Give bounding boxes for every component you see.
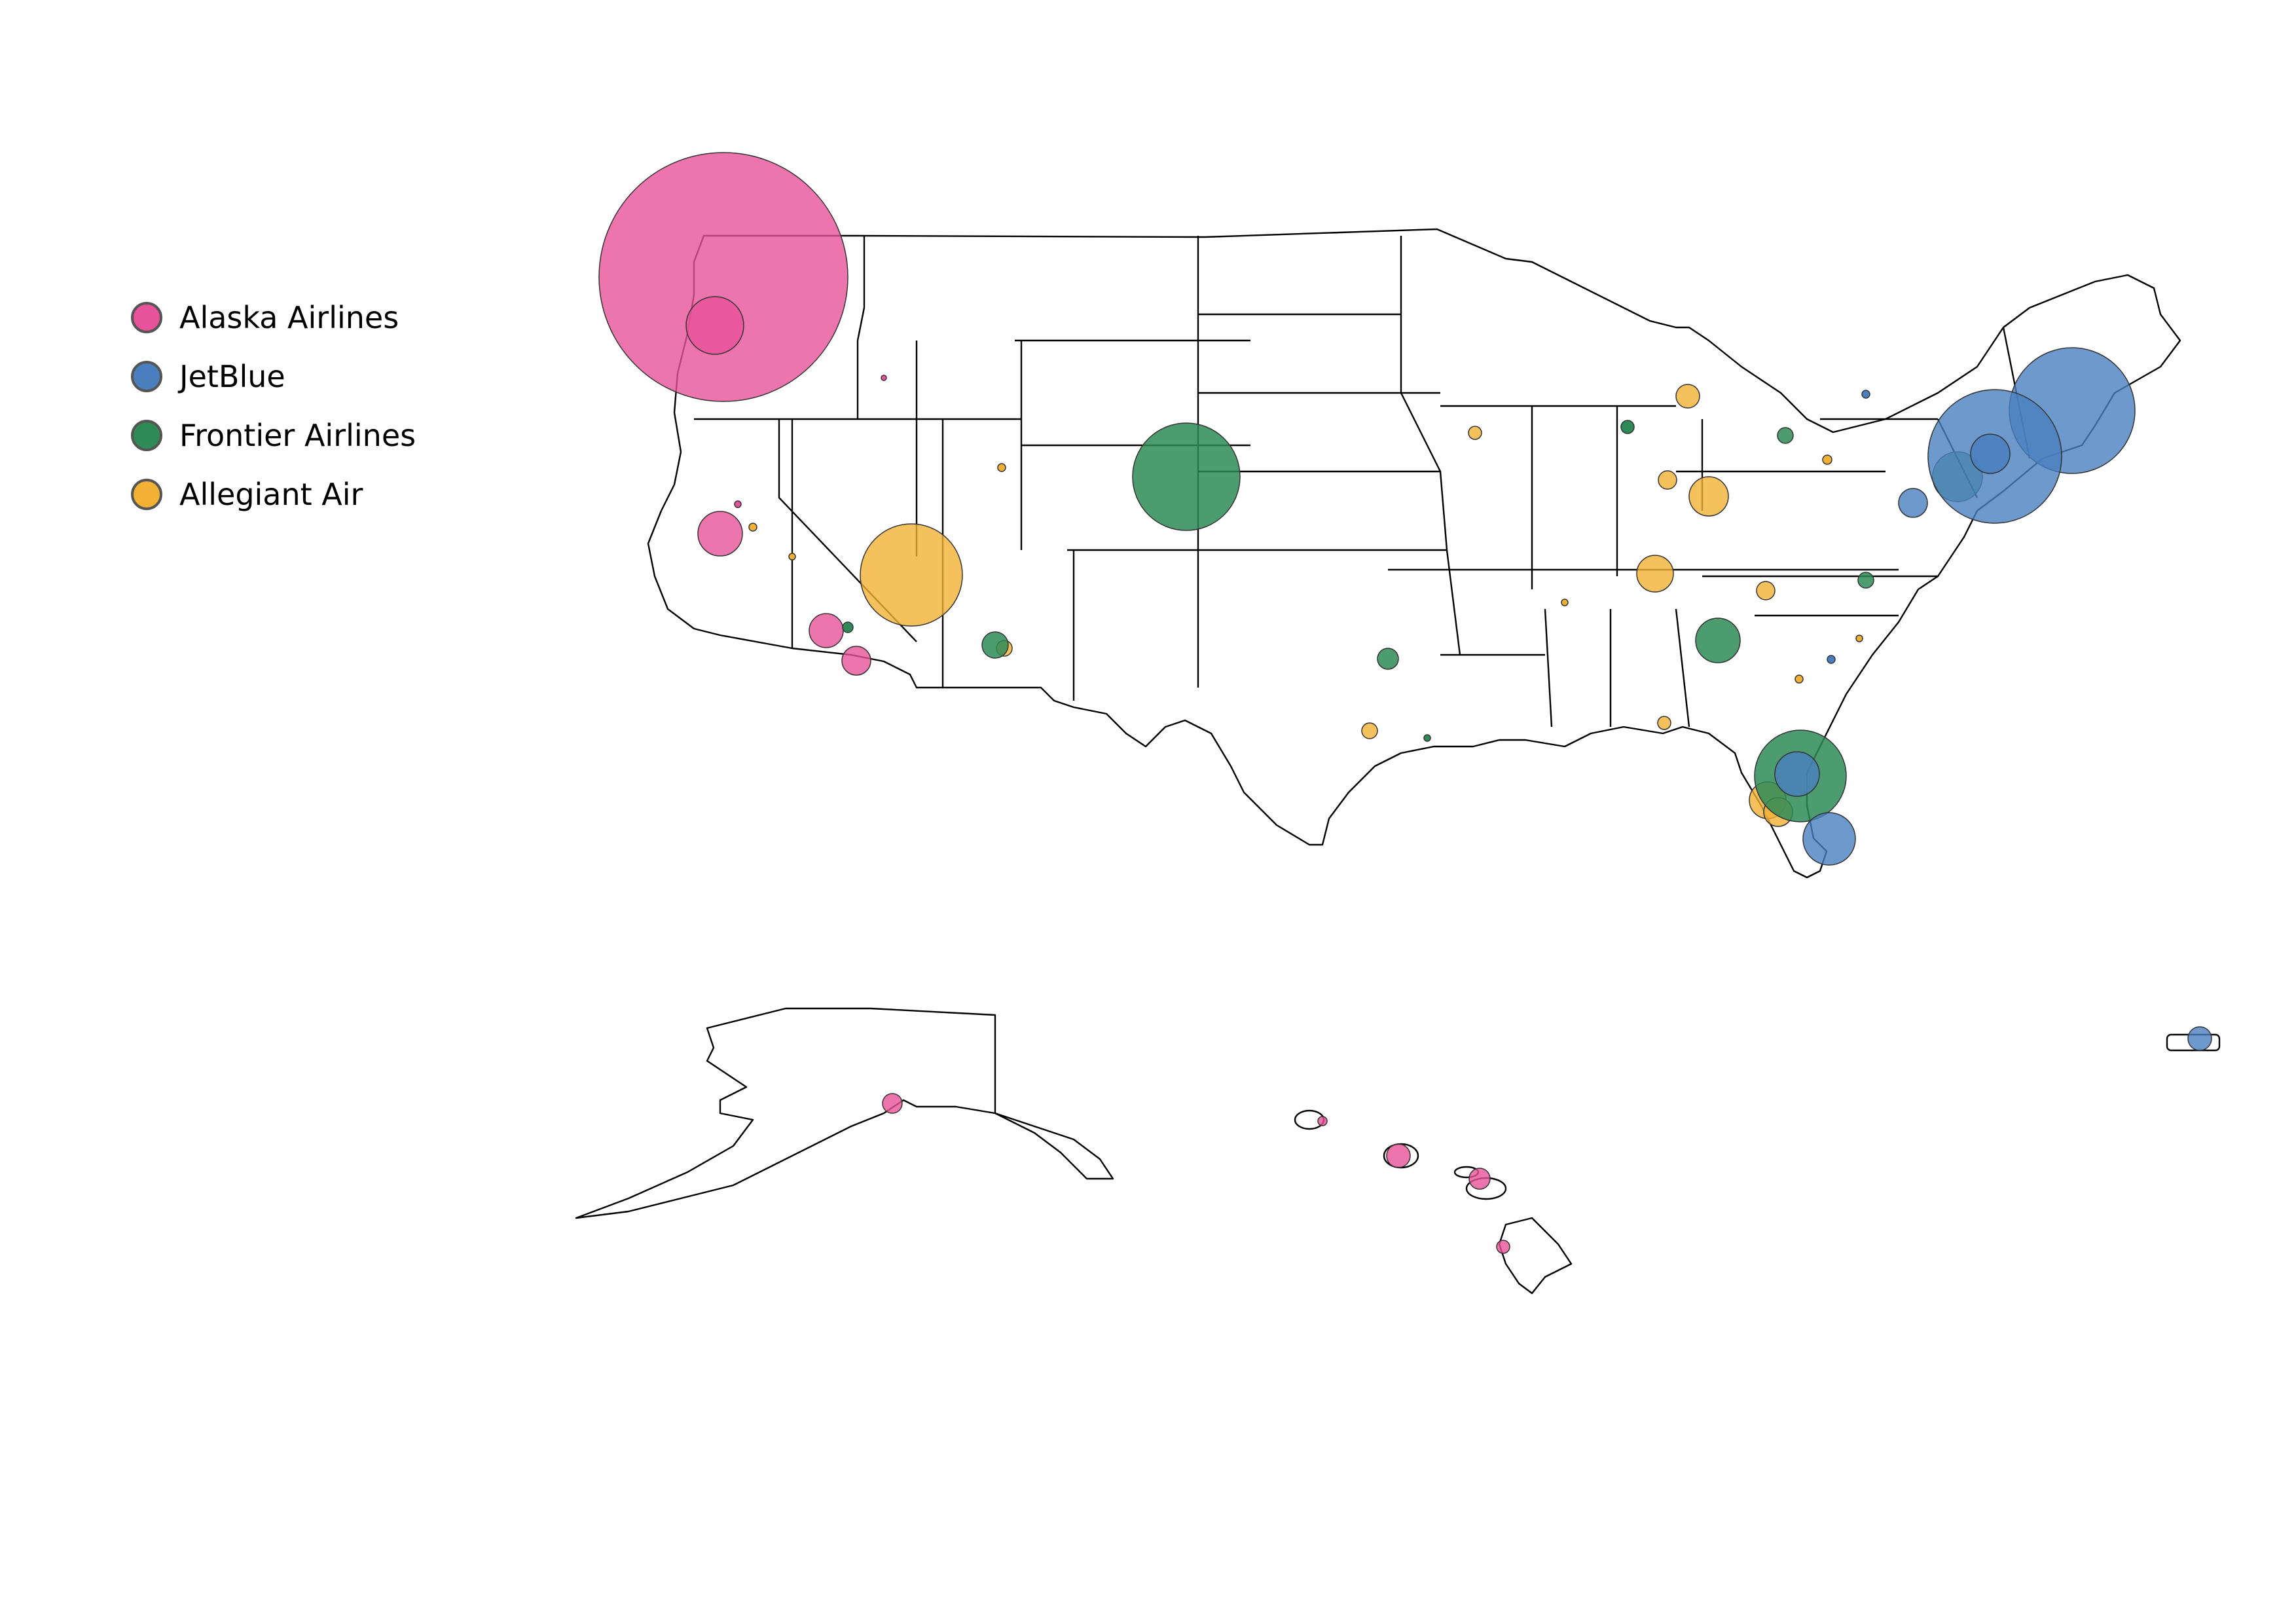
bubble-jetblue-washington xyxy=(1898,488,1928,518)
bubble-alaska-anchorage xyxy=(882,1093,903,1114)
bubble-jetblue-orlando xyxy=(1774,751,1820,797)
bubble-alaska-kauai xyxy=(1317,1116,1328,1126)
bubble-frontier-denver xyxy=(1132,422,1241,531)
bubble-small-7 xyxy=(1620,420,1635,434)
bubble-jetblue-ftlauderdale xyxy=(1802,812,1856,866)
bubble-alaska-sd xyxy=(841,646,871,676)
bubble-small-9 xyxy=(1822,454,1832,465)
legend-item-allegiant: Allegiant Air xyxy=(131,465,416,524)
bubble-alaska-la xyxy=(809,613,844,648)
bubble-small-11 xyxy=(1827,655,1836,664)
bubble-small-14 xyxy=(1855,635,1863,642)
legend-item-jetblue: JetBlue xyxy=(131,347,416,406)
bubble-allegiant-indy xyxy=(1658,470,1677,490)
bubble-small-5 xyxy=(997,463,1006,472)
legend-label-alaska: Alaska Airlines xyxy=(179,300,399,335)
bubble-frontier-raleigh xyxy=(1857,572,1874,589)
bubble-frontier-cleveland xyxy=(1777,427,1794,444)
bubble-jetblue-sanjuan xyxy=(2187,1026,2212,1051)
bubble-allegiant-nashville xyxy=(1688,476,1729,517)
bubble-allegiant-memphis xyxy=(1636,555,1674,593)
bubble-small-6 xyxy=(881,375,887,381)
bubble-allegiant-pensacola xyxy=(1657,716,1671,730)
bubble-allegiant-chicago xyxy=(1675,384,1700,409)
legend-item-frontier: Frontier Airlines xyxy=(131,406,416,465)
bubble-frontier-phoenix xyxy=(981,631,1009,659)
alaska-outline xyxy=(575,1007,1114,1219)
bubble-small-10 xyxy=(1795,674,1804,684)
hawaii-outline xyxy=(1294,1109,1573,1295)
bubble-small-4 xyxy=(842,621,854,633)
bubble-frontier-atlanta xyxy=(1695,618,1741,663)
bubble-small-8 xyxy=(1861,390,1870,399)
bubble-alaska-portland xyxy=(685,296,744,355)
bubble-allegiant-knox xyxy=(1756,581,1776,600)
bubble-allegiant-lasvegas xyxy=(860,523,963,627)
legend-label-allegiant: Allegiant Air xyxy=(179,477,363,512)
bubble-small-12 xyxy=(1561,599,1569,606)
bubble-alaska-honolulu xyxy=(1386,1143,1411,1168)
bubble-alaska-seattle xyxy=(598,152,848,402)
legend-label-jetblue: JetBlue xyxy=(179,359,285,394)
bubble-allegiant-desmoines xyxy=(1468,426,1482,440)
bubble-frontier-dallas xyxy=(1377,648,1399,670)
bubble-alaska-kona xyxy=(1496,1240,1510,1254)
legend-swatch-jetblue xyxy=(131,361,162,392)
bubble-allegiant-austin xyxy=(1361,722,1378,739)
legend-swatch-frontier xyxy=(131,420,162,451)
bubble-small-2 xyxy=(748,523,757,532)
bubble-alaska-sf xyxy=(697,511,743,557)
bubble-small-1 xyxy=(734,500,742,508)
legend-swatch-allegiant xyxy=(131,479,162,510)
bubble-alaska-maui xyxy=(1468,1168,1491,1190)
legend-swatch-alaska xyxy=(131,302,162,333)
legend-item-alaska: Alaska Airlines xyxy=(131,288,416,347)
bubble-small-3 xyxy=(788,553,796,561)
legend: Alaska Airlines JetBlue Frontier Airline… xyxy=(131,288,416,524)
airline-bubbles xyxy=(598,152,2212,1254)
bubble-small-13 xyxy=(1423,734,1431,742)
bubble-jetblue-nyc-inner xyxy=(1970,434,2011,474)
legend-label-frontier: Frontier Airlines xyxy=(179,418,416,453)
